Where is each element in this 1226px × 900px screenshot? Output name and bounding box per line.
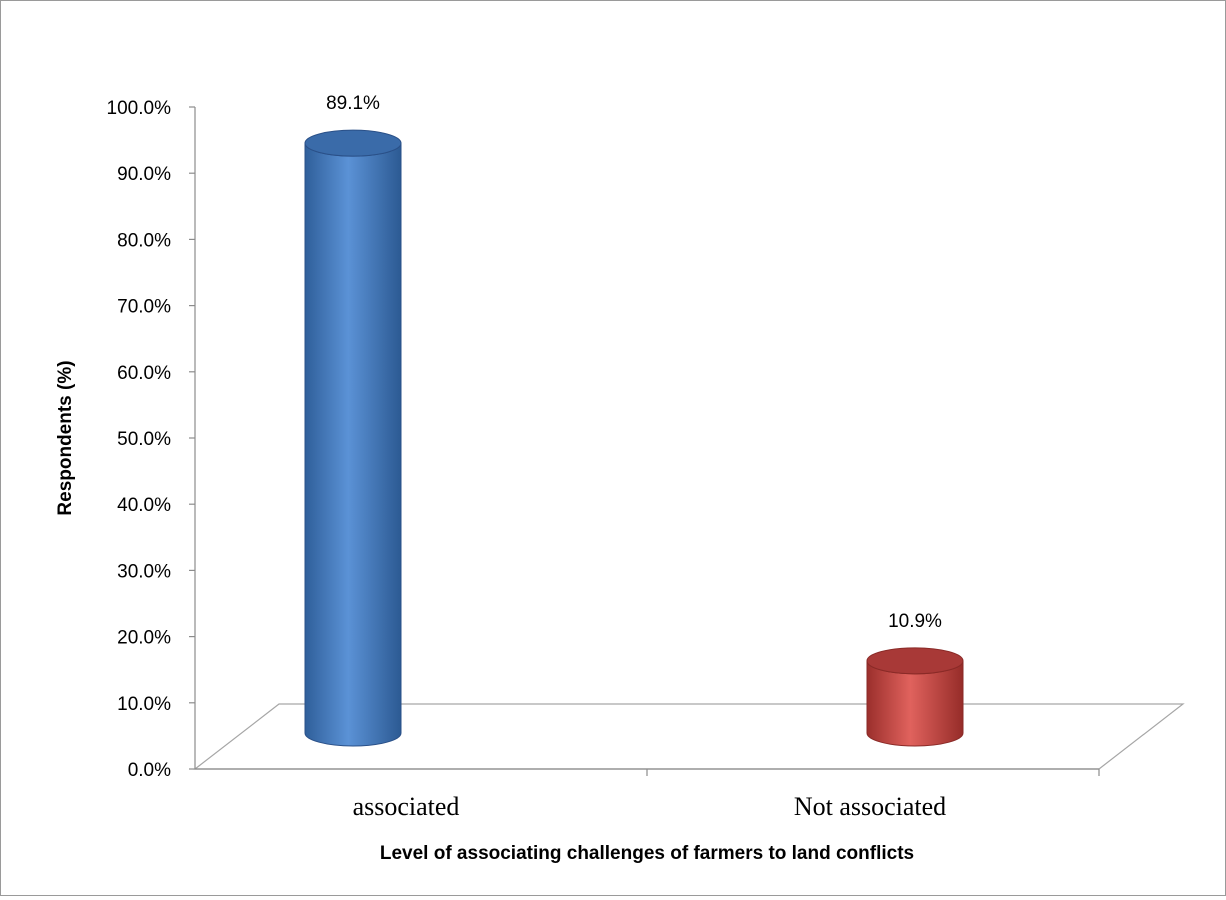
y-axis-title: Respondents (%) — [55, 360, 76, 515]
x-axis-labels: associated Not associated — [353, 792, 947, 821]
bar-1 — [304, 129, 402, 747]
bar-top — [866, 647, 964, 675]
y-tick-label: 70.0% — [117, 297, 171, 318]
data-labels: 89.1% 10.9% — [326, 93, 942, 632]
y-axis-ticks: 0.0% 10.0% 20.0% 30.0% 40.0% 50.0% 60.0% 70.0% 8… — [107, 98, 195, 781]
y-tick-label: 50.0% — [117, 429, 171, 450]
y-tick-label: 30.0% — [117, 561, 171, 582]
x-axis-title: Level of associating challenges of farme… — [380, 843, 914, 864]
bar-2 — [866, 647, 964, 747]
data-label: 10.9% — [888, 611, 942, 632]
bars — [304, 129, 964, 747]
y-tick-label: 100.0% — [107, 98, 172, 119]
y-tick-label: 10.0% — [117, 694, 171, 715]
y-tick-label: 90.0% — [117, 164, 171, 185]
x-category-label: associated — [353, 792, 460, 821]
x-category-label: Not associated — [794, 792, 946, 821]
y-tick-label: 80.0% — [117, 230, 171, 251]
y-tick-label: 0.0% — [128, 760, 171, 781]
y-tick-label: 60.0% — [117, 363, 171, 384]
bar-body — [304, 143, 402, 747]
y-tick-label: 40.0% — [117, 495, 171, 516]
data-label: 89.1% — [326, 93, 380, 114]
bar-top — [304, 129, 402, 157]
y-tick-label: 20.0% — [117, 628, 171, 649]
